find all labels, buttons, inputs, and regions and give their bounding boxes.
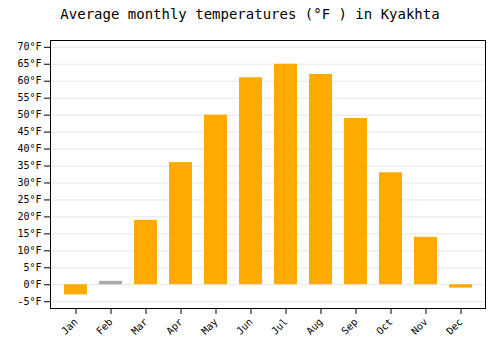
svg-text:Aug: Aug bbox=[304, 316, 325, 337]
svg-text:0°F: 0°F bbox=[23, 279, 41, 290]
svg-text:Apr: Apr bbox=[164, 316, 185, 337]
svg-text:Oct: Oct bbox=[374, 316, 395, 337]
svg-text:15°F: 15°F bbox=[17, 228, 41, 239]
svg-text:5°F: 5°F bbox=[23, 262, 41, 273]
svg-text:10°F: 10°F bbox=[17, 245, 41, 256]
svg-text:Mar: Mar bbox=[129, 316, 150, 337]
svg-text:Nov: Nov bbox=[409, 316, 430, 337]
svg-text:40°F: 40°F bbox=[17, 143, 41, 154]
svg-text:55°F: 55°F bbox=[17, 92, 41, 103]
svg-text:Jul: Jul bbox=[269, 316, 290, 337]
svg-text:35°F: 35°F bbox=[17, 160, 41, 171]
svg-text:Dec: Dec bbox=[444, 316, 465, 337]
svg-text:May: May bbox=[199, 316, 220, 337]
svg-text:25°F: 25°F bbox=[17, 194, 41, 205]
svg-text:Feb: Feb bbox=[94, 316, 115, 337]
svg-text:65°F: 65°F bbox=[17, 58, 41, 69]
svg-text:-5°F: -5°F bbox=[17, 296, 41, 307]
html-text:Average monthly temperatures (: Average monthly temperatures (°F ) in Ky… bbox=[60, 6, 440, 22]
svg-text:50°F: 50°F bbox=[17, 109, 41, 120]
svg-text:Jun: Jun bbox=[234, 316, 255, 337]
svg-text:70°F: 70°F bbox=[17, 41, 41, 52]
svg-text:60°F: 60°F bbox=[17, 75, 41, 86]
svg-text:45°F: 45°F bbox=[17, 126, 41, 137]
svg-text:30°F: 30°F bbox=[17, 177, 41, 188]
svg-text:Sep: Sep bbox=[339, 316, 360, 337]
svg-text:20°F: 20°F bbox=[17, 211, 41, 222]
svg-text:Jan: Jan bbox=[59, 316, 80, 337]
